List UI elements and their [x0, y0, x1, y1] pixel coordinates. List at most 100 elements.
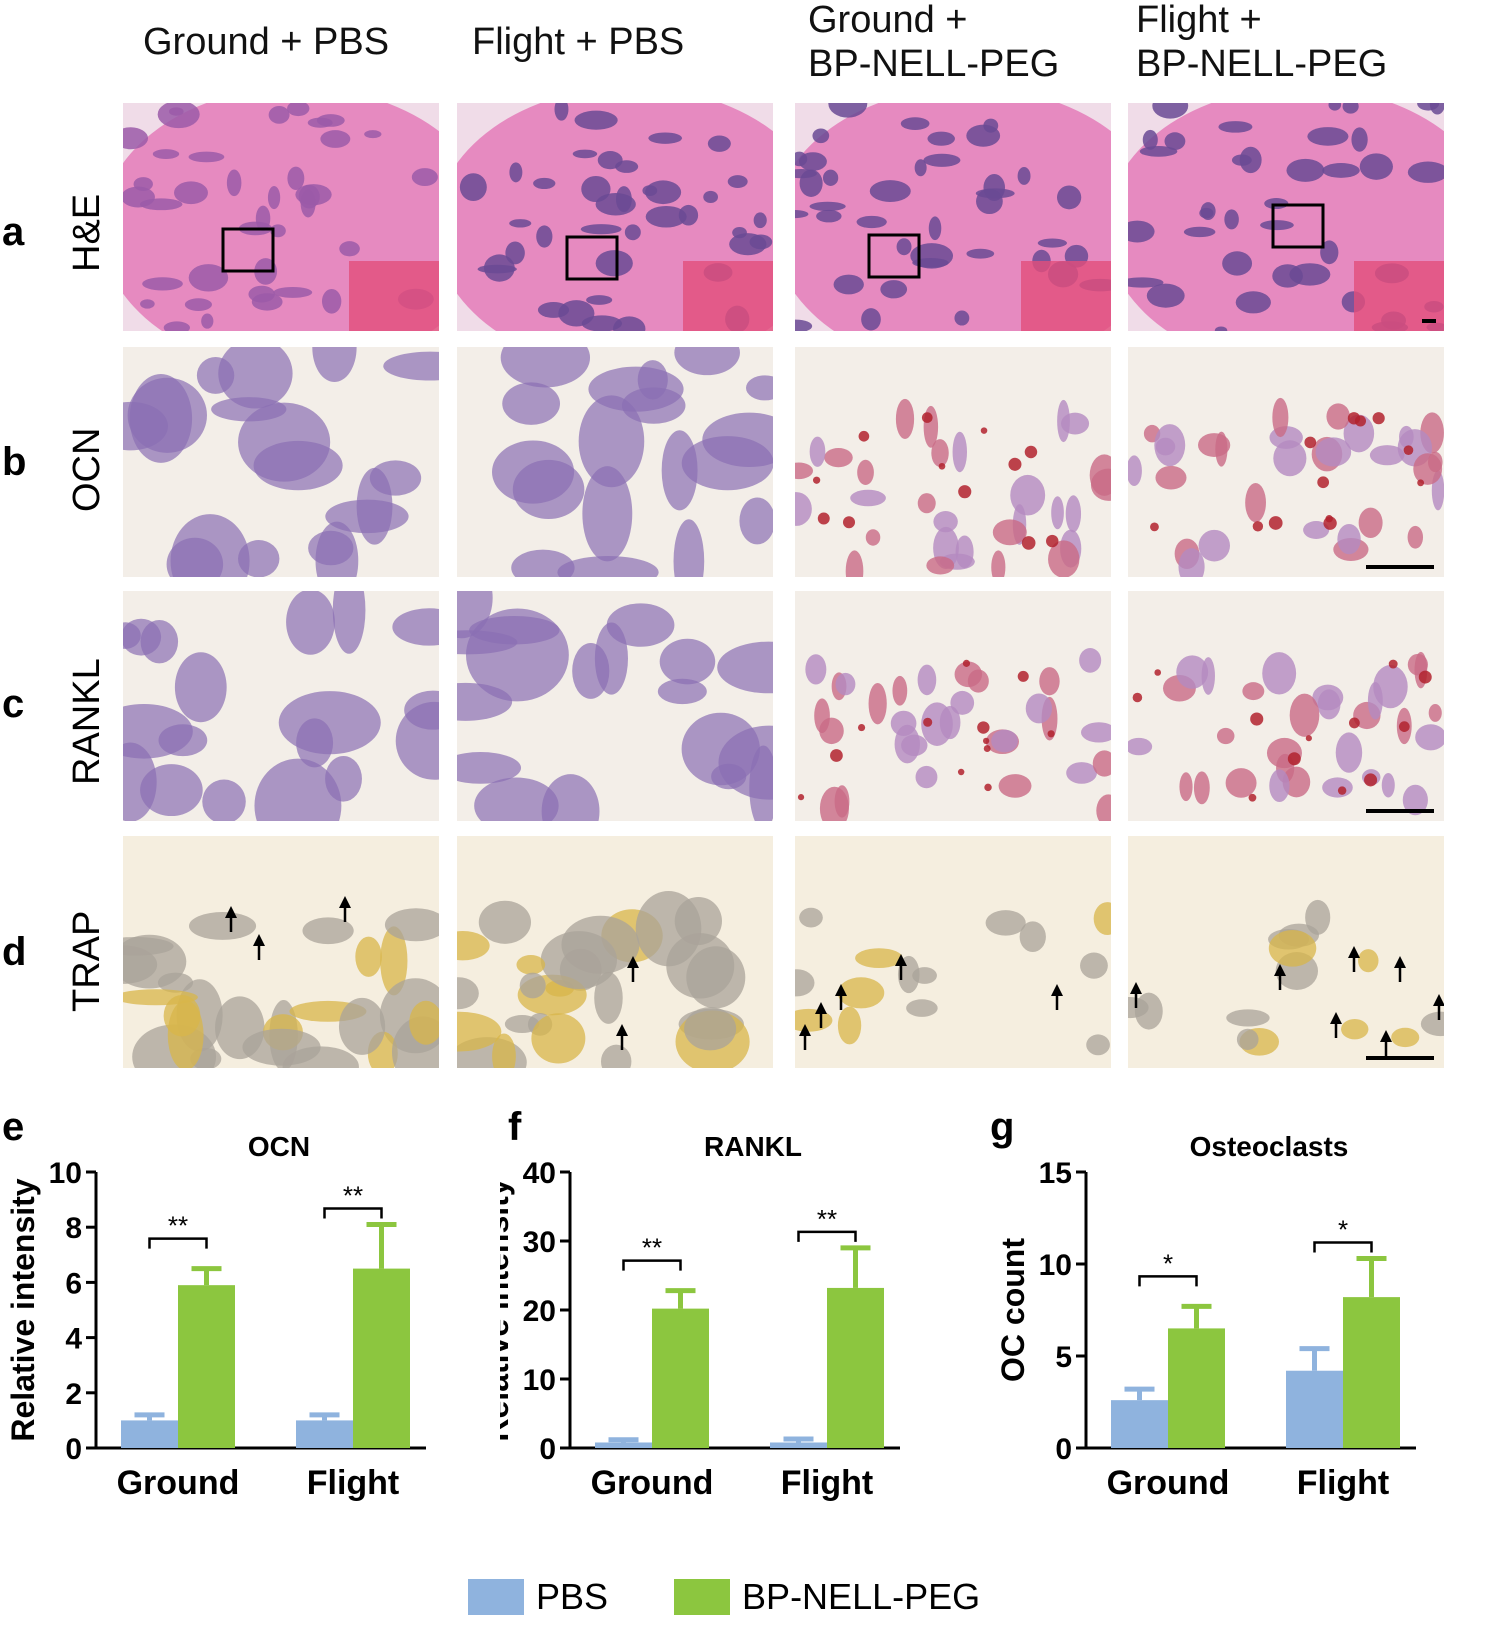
- significance-bracket: [797, 1230, 857, 1242]
- significance-marker: **: [817, 1204, 837, 1234]
- y-tick-label: 20: [523, 1295, 556, 1328]
- bar-pbs-ground: [595, 1442, 652, 1448]
- osteoclast-arrow: [616, 1024, 628, 1050]
- micrograph-image: [123, 591, 439, 821]
- micrograph-ocn-col4: [1128, 347, 1444, 577]
- bar-nell-flight: [353, 1268, 410, 1448]
- micrograph-trap-col3: [795, 836, 1111, 1068]
- x-category-label: Flight: [781, 1464, 874, 1502]
- bar-nell-ground: [652, 1308, 709, 1448]
- y-tick-label: 0: [539, 1433, 556, 1466]
- error-bar: [665, 1288, 696, 1309]
- error-bar: [1299, 1346, 1330, 1371]
- y-tick-label: 10: [49, 1157, 82, 1190]
- row-letter-d: d: [2, 930, 27, 974]
- y-tick-label: 5: [1055, 1341, 1072, 1374]
- osteoclast-arrow: [1394, 956, 1406, 982]
- legend: PBS BP-NELL-PEG: [468, 1572, 1046, 1622]
- significance-bracket: [1138, 1275, 1198, 1287]
- significance-marker: *: [1163, 1248, 1173, 1278]
- error-bar: [366, 1221, 397, 1269]
- osteoclast-arrow: [225, 906, 237, 932]
- x-category-label: Ground: [1107, 1464, 1230, 1502]
- y-tick-label: 15: [1039, 1157, 1072, 1190]
- micrograph-rankl-col2: [457, 591, 773, 821]
- micrograph-image: [795, 103, 1111, 331]
- y-axis-label: Relative intensity: [5, 1178, 41, 1441]
- legend-swatch-nell: [674, 1579, 731, 1615]
- micrograph-image: [795, 836, 1111, 1068]
- y-tick-label: 30: [523, 1226, 556, 1259]
- micrograph-ocn-col3: [795, 347, 1111, 577]
- error-bar: [608, 1437, 639, 1443]
- bar-chart-ocn: OCN Relative intensity 0 2 4 6 8 10 ** Ground ** Fl…: [5, 1131, 426, 1502]
- region-of-interest-box: [565, 235, 619, 281]
- micrograph-rankl-col4: [1128, 591, 1444, 821]
- bar-chart-osteoclasts: Osteoclasts OC count 0 5 10 15 * Ground * Flight: [995, 1131, 1416, 1502]
- region-of-interest-box: [1271, 203, 1325, 249]
- micrograph-he-col3: [795, 103, 1111, 331]
- y-axis-label: Relative intensity: [500, 1178, 515, 1441]
- osteoclast-arrow: [627, 956, 639, 982]
- micrograph-image: [457, 347, 773, 577]
- x-category-label: Flight: [1297, 1464, 1390, 1502]
- panel-letter-f: f: [508, 1105, 522, 1149]
- panel-letter-g: g: [990, 1105, 1015, 1149]
- micrograph-image: [457, 591, 773, 821]
- legend-item-nell: BP-NELL-PEG: [674, 1576, 980, 1618]
- micrograph-image: [1128, 836, 1444, 1068]
- row-letter-c: c: [2, 682, 25, 726]
- region-of-interest-box: [867, 233, 921, 279]
- error-bar: [783, 1436, 814, 1443]
- significance-marker: **: [168, 1211, 188, 1241]
- error-bar: [1181, 1303, 1212, 1329]
- significance-marker: **: [642, 1233, 662, 1263]
- osteoclast-arrow: [799, 1024, 811, 1050]
- column-title-flight-pbs: Flight + PBS: [472, 21, 685, 63]
- legend-label-pbs: PBS: [536, 1576, 609, 1617]
- y-tick-label: 10: [523, 1364, 556, 1397]
- y-tick-label: 6: [65, 1267, 82, 1300]
- osteoclast-arrow: [1380, 1030, 1392, 1056]
- legend-swatch-pbs: [468, 1579, 524, 1615]
- scale-bar: [1366, 1056, 1434, 1060]
- significance-marker: **: [343, 1180, 363, 1210]
- micrograph-image: [457, 103, 773, 331]
- column-title-flight-nell-line1: Flight +: [1136, 0, 1262, 41]
- bar-nell-flight: [1343, 1297, 1400, 1448]
- scale-bar: [1422, 319, 1436, 323]
- row-letter-b: b: [2, 440, 27, 484]
- bar-nell-flight: [827, 1287, 884, 1448]
- column-title-ground-nell-line2: BP-NELL-PEG: [808, 43, 1060, 85]
- micrograph-image: [1128, 103, 1444, 331]
- micrograph-he-col4: [1128, 103, 1444, 331]
- x-category-label: Ground: [117, 1464, 240, 1502]
- bar-pbs-ground: [121, 1420, 178, 1448]
- y-tick-label: 40: [523, 1157, 556, 1190]
- row-letter-a: a: [2, 210, 25, 254]
- micrograph-image: [123, 103, 439, 331]
- bar-pbs-flight: [1286, 1370, 1343, 1448]
- y-tick-label: 0: [1055, 1433, 1072, 1466]
- column-title-ground-pbs: Ground + PBS: [143, 21, 390, 63]
- micrograph-image: [1128, 347, 1444, 577]
- error-bar: [309, 1412, 340, 1421]
- x-category-label: Ground: [591, 1464, 714, 1502]
- micrograph-he-col2: [457, 103, 773, 331]
- micrograph-rankl-col3: [795, 591, 1111, 821]
- column-title-flight-nell-line2: BP-NELL-PEG: [1136, 43, 1388, 85]
- scale-bar: [1366, 809, 1434, 813]
- error-bar: [1356, 1255, 1387, 1298]
- y-tick-label: 10: [1039, 1249, 1072, 1282]
- micrograph-image: [1128, 591, 1444, 821]
- legend-label-nell: BP-NELL-PEG: [742, 1576, 981, 1617]
- bar-nell-ground: [1168, 1328, 1225, 1448]
- y-axis-label: OC count: [995, 1238, 1031, 1382]
- error-bar: [134, 1412, 165, 1421]
- error-bar: [1124, 1386, 1155, 1401]
- y-tick-label: 4: [65, 1323, 82, 1356]
- osteoclast-arrow: [1051, 984, 1063, 1010]
- osteoclast-arrow: [1130, 982, 1142, 1008]
- osteoclast-arrow: [339, 896, 351, 922]
- y-tick-label: 0: [65, 1433, 82, 1466]
